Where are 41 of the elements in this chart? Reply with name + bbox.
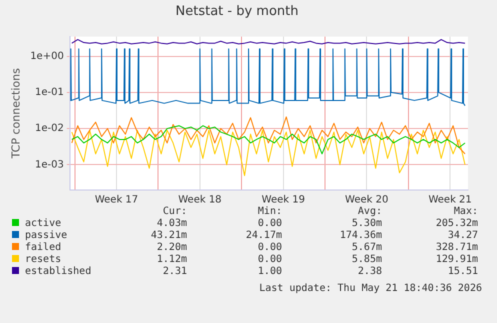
text: Avg: <box>356 206 382 218</box>
y-axis-title: TCP connections <box>9 68 22 160</box>
text: 1.00 <box>256 266 282 278</box>
x-tick-label: Week 19 <box>262 194 305 206</box>
y-tick-label: 1e+00 <box>30 50 64 62</box>
text: 2.38 <box>356 266 382 278</box>
text: 4.03m <box>156 218 187 230</box>
legend-label: passive <box>24 230 68 242</box>
legend-label: failed <box>24 242 62 254</box>
x-tick-label: Week 20 <box>345 194 388 206</box>
text: 34.27 <box>446 230 478 242</box>
text: 2.20m <box>156 242 187 254</box>
text: Min: <box>256 206 282 218</box>
text: 328.71m <box>434 242 478 254</box>
legend-label: active <box>24 218 62 230</box>
legend-label: established <box>24 266 92 278</box>
chart-title: Netstat - by month <box>176 4 298 20</box>
text: 0.00 <box>256 242 282 254</box>
text: Last update: Thu May 21 18:40:36 2026 <box>259 283 482 294</box>
x-tick-label: Week 18 <box>178 194 222 206</box>
text: 1.12m <box>156 254 187 266</box>
y-tick-label: 1e-01 <box>34 87 64 98</box>
legend-label: resets <box>24 254 62 266</box>
text: Max: <box>452 206 478 218</box>
text: 15.51 <box>446 266 478 278</box>
text: 174.36m <box>338 230 382 242</box>
x-tick-label: Week 21 <box>428 194 472 206</box>
text: 0.00 <box>256 218 282 230</box>
text: 0.00 <box>256 254 282 266</box>
text: Cur: <box>162 206 187 218</box>
y-tick-label: 1e-02 <box>34 123 64 134</box>
text: 2.31 <box>162 266 187 278</box>
text: 5.30m <box>350 218 382 230</box>
text: 129.91m <box>434 254 478 266</box>
y-tick-label: 1e-03 <box>34 159 64 170</box>
text: 205.32m <box>434 218 478 230</box>
text: 43.21m <box>150 230 187 242</box>
text: 5.85m <box>350 254 382 266</box>
text: 24.17m <box>244 230 282 242</box>
x-tick-label: Week 17 <box>94 194 138 206</box>
text: 5.67m <box>350 242 382 254</box>
